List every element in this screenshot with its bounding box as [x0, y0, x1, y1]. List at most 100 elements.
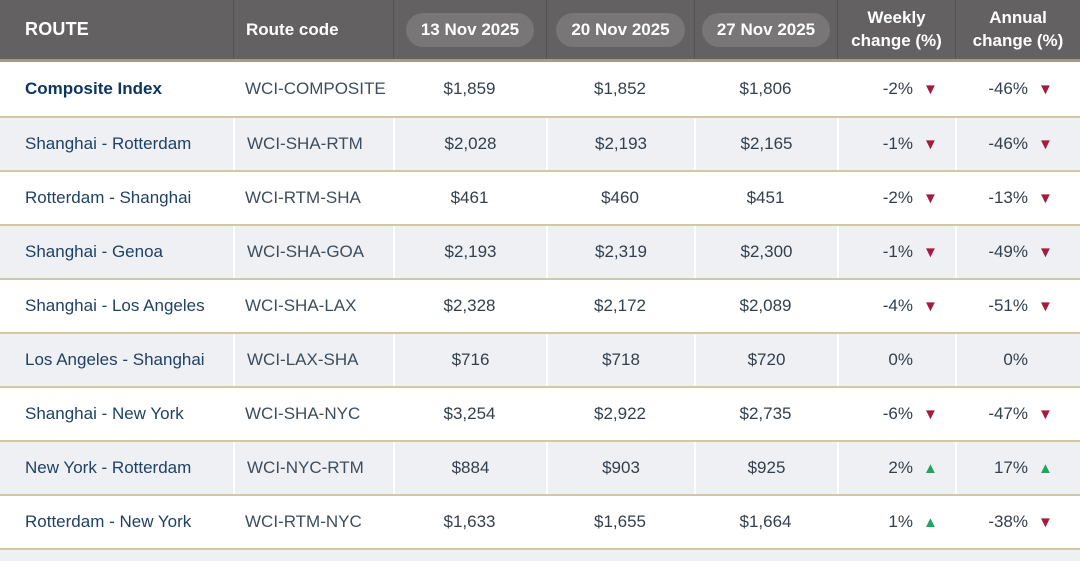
price-cell: $1,633 [443, 512, 496, 531]
trend-arrow-icon: ▲ [923, 459, 938, 477]
trend-arrow-icon: ▼ [923, 135, 938, 153]
column-header-date-1: 13 Nov 2025 [393, 0, 546, 59]
weekly-change-cell: -6% ▼ [837, 388, 955, 440]
next-row-cropped [0, 548, 1080, 561]
price-cell: $461 [450, 188, 489, 207]
route-cell: Shanghai - Rotterdam [25, 134, 192, 153]
trend-arrow-icon: ▼ [1038, 80, 1053, 98]
weekly-change-cell: 0% [837, 334, 955, 386]
trend-arrow-icon: ▼ [1038, 297, 1053, 315]
weekly-change-cell: -2% ▼ [837, 172, 955, 224]
table-header: ROUTE Route code 13 Nov 2025 20 Nov 2025… [0, 0, 1080, 62]
change-value: -2% [882, 79, 913, 98]
change-value: 0% [1003, 350, 1028, 369]
route-cell: Los Angeles - Shanghai [25, 350, 205, 369]
change-value: 1% [888, 512, 913, 531]
trend-arrow-icon: ▼ [923, 297, 938, 315]
change-value: 17% [993, 458, 1028, 477]
trend-arrow-icon: ▼ [1038, 513, 1053, 531]
table-row: Rotterdam - New York WCI-RTM-NYC $1,633 … [0, 494, 1080, 548]
change-value: -47% [988, 404, 1028, 423]
price-cell: $720 [694, 334, 837, 386]
change-value: 2% [888, 458, 913, 477]
annual-change-cell: -46% ▼ [955, 62, 1080, 116]
annual-change-cell: -46% ▼ [955, 118, 1080, 170]
price-cell: $2,193 [393, 226, 546, 278]
date-pill: 27 Nov 2025 [701, 12, 831, 47]
change-value: -46% [988, 134, 1028, 153]
price-cell: $2,300 [694, 226, 837, 278]
trend-arrow-icon: ▼ [923, 189, 938, 207]
price-cell: $460 [601, 188, 639, 207]
route-code-cell: WCI-COMPOSITE [245, 79, 386, 98]
price-cell: $451 [746, 188, 785, 207]
price-cell: $1,806 [739, 79, 792, 98]
trend-arrow-icon: ▼ [1038, 405, 1053, 423]
route-code-cell: WCI-NYC-RTM [233, 442, 393, 494]
route-cell: Rotterdam - Shanghai [25, 188, 192, 207]
table-row: Shanghai - New York WCI-SHA-NYC $3,254 $… [0, 386, 1080, 440]
table-body: Composite Index WCI-COMPOSITE $1,859 $1,… [0, 62, 1080, 561]
table-row: Shanghai - Genoa WCI-SHA-GOA $2,193 $2,3… [0, 224, 1080, 278]
trend-arrow-icon: ▼ [1038, 189, 1053, 207]
price-cell: $884 [393, 442, 546, 494]
price-cell: $1,859 [443, 79, 496, 98]
price-cell: $2,922 [594, 404, 646, 423]
price-cell: $2,735 [739, 404, 792, 423]
date-pill: 20 Nov 2025 [556, 12, 685, 47]
change-value: -6% [882, 404, 913, 423]
change-value: -1% [882, 242, 913, 261]
table-row: Rotterdam - Shanghai WCI-RTM-SHA $461 $4… [0, 170, 1080, 224]
route-cell: Shanghai - Genoa [25, 242, 163, 261]
price-cell: $2,193 [546, 118, 694, 170]
trend-arrow-icon: ▲ [1038, 459, 1053, 477]
route-code-cell: WCI-SHA-RTM [233, 118, 393, 170]
annual-change-cell: -38% ▼ [955, 496, 1080, 548]
route-cell: Shanghai - New York [25, 404, 184, 423]
trend-arrow-icon: ▼ [923, 243, 938, 261]
change-value: -4% [882, 296, 913, 315]
annual-change-cell: -13% ▼ [955, 172, 1080, 224]
change-value: -51% [988, 296, 1028, 315]
column-header-weekly-change: Weekly change (%) [837, 0, 955, 59]
change-value: -38% [988, 512, 1028, 531]
trend-arrow-icon: ▼ [923, 80, 938, 98]
weekly-change-cell: 1% ▲ [837, 496, 955, 548]
route-code-cell: WCI-LAX-SHA [233, 334, 393, 386]
change-value: 0% [888, 350, 913, 369]
table-row: Shanghai - Rotterdam WCI-SHA-RTM $2,028 … [0, 116, 1080, 170]
annual-change-cell: -49% ▼ [955, 226, 1080, 278]
column-header-annual-change: Annual change (%) [955, 0, 1080, 59]
price-cell: $716 [393, 334, 546, 386]
table-row: Composite Index WCI-COMPOSITE $1,859 $1,… [0, 62, 1080, 116]
weekly-change-cell: -2% ▼ [837, 62, 955, 116]
price-cell: $1,852 [594, 79, 646, 98]
weekly-change-cell: -4% ▼ [837, 280, 955, 332]
trend-arrow-icon: ▼ [1038, 243, 1053, 261]
price-cell: $903 [546, 442, 694, 494]
weekly-change-cell: 2% ▲ [837, 442, 955, 494]
trend-arrow-icon: ▼ [923, 405, 938, 423]
route-cell: Rotterdam - New York [25, 512, 192, 531]
route-cell: Composite Index [25, 79, 162, 98]
route-cell: New York - Rotterdam [25, 458, 192, 477]
route-code-cell: WCI-SHA-GOA [233, 226, 393, 278]
annual-change-cell: 17% ▲ [955, 442, 1080, 494]
table-row: New York - Rotterdam WCI-NYC-RTM $884 $9… [0, 440, 1080, 494]
annual-change-cell: -51% ▼ [955, 280, 1080, 332]
price-cell: $3,254 [443, 404, 496, 423]
price-cell: $718 [546, 334, 694, 386]
route-code-cell: WCI-RTM-NYC [245, 512, 362, 531]
price-cell: $2,089 [739, 296, 792, 315]
price-cell: $2,028 [393, 118, 546, 170]
price-cell: $2,172 [594, 296, 646, 315]
annual-change-cell: -47% ▼ [955, 388, 1080, 440]
route-code-cell: WCI-RTM-SHA [245, 188, 361, 207]
date-pill: 13 Nov 2025 [405, 12, 535, 47]
trend-arrow-icon: ▼ [1038, 135, 1053, 153]
column-header-route-code: Route code [233, 0, 393, 59]
change-value: -2% [882, 188, 913, 207]
price-cell: $925 [694, 442, 837, 494]
route-code-cell: WCI-SHA-NYC [245, 404, 361, 423]
